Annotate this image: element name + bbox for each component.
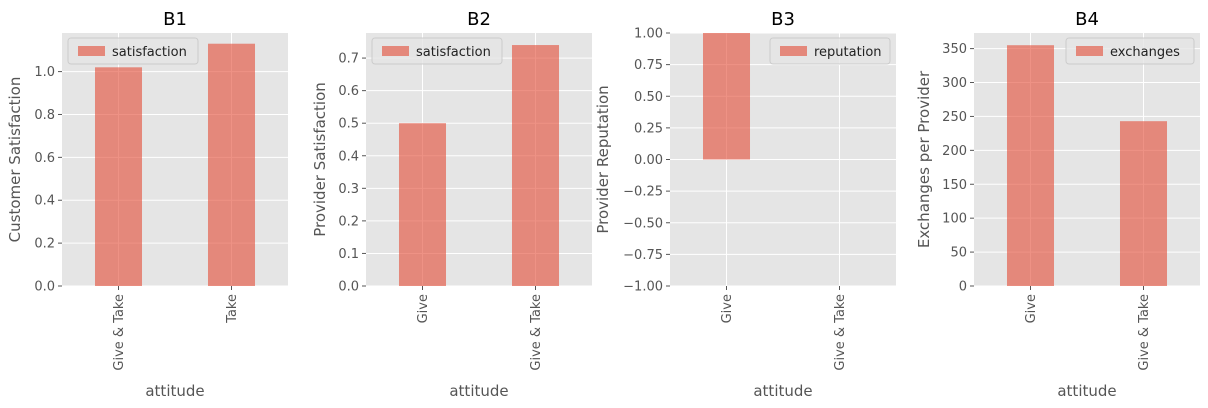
legend-label: satisfaction: [112, 45, 187, 60]
legend-swatch: [1076, 46, 1103, 56]
bar: [702, 33, 751, 160]
y-tick-label: 0.0: [338, 280, 359, 295]
bar: [511, 45, 560, 286]
legend: satisfaction: [67, 37, 199, 65]
y-tick-label: 0.00: [634, 153, 663, 168]
legend-box: [769, 37, 891, 65]
y-tick-label: 50: [950, 246, 967, 261]
y-tick-label: 100: [942, 212, 967, 227]
x-tick-label: Give: [720, 294, 735, 323]
y-tick-label: 250: [942, 110, 967, 125]
chart-title: B4: [1075, 9, 1099, 30]
y-tick-label: 150: [942, 178, 967, 193]
y-tick-label: 0.25: [634, 121, 663, 136]
legend-label: reputation: [814, 45, 882, 60]
legend-box: [67, 37, 199, 65]
x-axis-label: attitude: [145, 382, 204, 400]
bar: [398, 123, 447, 286]
x-tick-label: Give: [416, 294, 431, 323]
legend-swatch: [78, 46, 105, 56]
y-tick-label: 0.4: [338, 149, 359, 164]
y-tick-label: 0.7: [338, 52, 359, 67]
y-tick-label: 0.75: [634, 58, 663, 73]
y-tick-label: 350: [942, 42, 967, 57]
y-tick-label: −1.00: [623, 280, 663, 295]
chart-panel-2: 0.0 0.1 0.2 0.3 0.4 0.5 0.6 0.7 Give Give & Take B…: [311, 9, 592, 400]
bar: [1119, 121, 1168, 286]
bar: [94, 67, 143, 286]
y-tick-label: 1.00: [634, 27, 663, 42]
y-tick-label: 300: [942, 76, 967, 91]
x-tick-label: Give & Take: [112, 294, 127, 371]
legend-box: [1065, 37, 1195, 65]
x-tick-label: Give & Take: [529, 294, 544, 371]
y-tick-label: 0.8: [34, 108, 55, 123]
chart-title: B3: [771, 9, 795, 30]
legend-swatch: [382, 46, 409, 56]
x-tick-label: Give & Take: [1137, 294, 1152, 371]
legend-swatch: [780, 46, 807, 56]
y-tick-label: 200: [942, 144, 967, 159]
legend-box: [371, 37, 503, 65]
y-tick-label: 1.0: [34, 65, 55, 80]
y-tick-label: 0.2: [338, 214, 359, 229]
x-tick-label: Give & Take: [833, 294, 848, 371]
y-tick-label: 0.6: [338, 84, 359, 99]
y-tick-label: 0.6: [34, 151, 55, 166]
y-tick-label: 0.4: [34, 194, 55, 209]
y-axis-label: Provider Reputation: [594, 85, 612, 233]
y-tick-label: 0.5: [338, 117, 359, 132]
y-axis-label: Exchanges per Provider: [915, 70, 933, 248]
x-axis-label: attitude: [1057, 382, 1116, 400]
legend: reputation: [769, 37, 891, 65]
legend-label: satisfaction: [416, 45, 491, 60]
y-tick-label: −0.25: [623, 185, 663, 200]
x-axis-label: attitude: [449, 382, 508, 400]
y-tick-label: 0.3: [338, 182, 359, 197]
chart-title: B1: [163, 9, 187, 30]
chart-panel-4: 0 50 100 150 200 250 300 350 Give Give & Take B4 at…: [915, 9, 1200, 400]
y-tick-label: −0.50: [623, 216, 663, 231]
legend: satisfaction: [371, 37, 503, 65]
chart-panel-3: −1.00 −0.75 −0.50 −0.25 0.00 0.25 0.50 0.75 1.00…: [594, 9, 896, 400]
bar: [1006, 45, 1055, 287]
y-axis-label: Customer Satisfaction: [6, 77, 24, 243]
bar: [207, 43, 256, 287]
y-tick-label: −0.75: [623, 248, 663, 263]
legend-label: exchanges: [1110, 45, 1180, 60]
y-tick-label: 0.2: [34, 237, 55, 252]
y-tick-label: 0.50: [634, 90, 663, 105]
chart-panel-1: 0.0 0.2 0.4 0.6 0.8 1.0 Give & Take Take B1 attit…: [6, 9, 288, 400]
x-axis-label: attitude: [753, 382, 812, 400]
x-tick-label: Take: [225, 294, 240, 324]
legend: exchanges: [1065, 37, 1195, 65]
y-tick-label: 0.0: [34, 280, 55, 295]
chart-title: B2: [467, 9, 491, 30]
y-tick-label: 0: [959, 280, 967, 295]
x-tick-label: Give: [1024, 294, 1039, 323]
y-tick-label: 0.1: [338, 247, 359, 262]
y-axis-label: Provider Satisfaction: [311, 82, 329, 237]
